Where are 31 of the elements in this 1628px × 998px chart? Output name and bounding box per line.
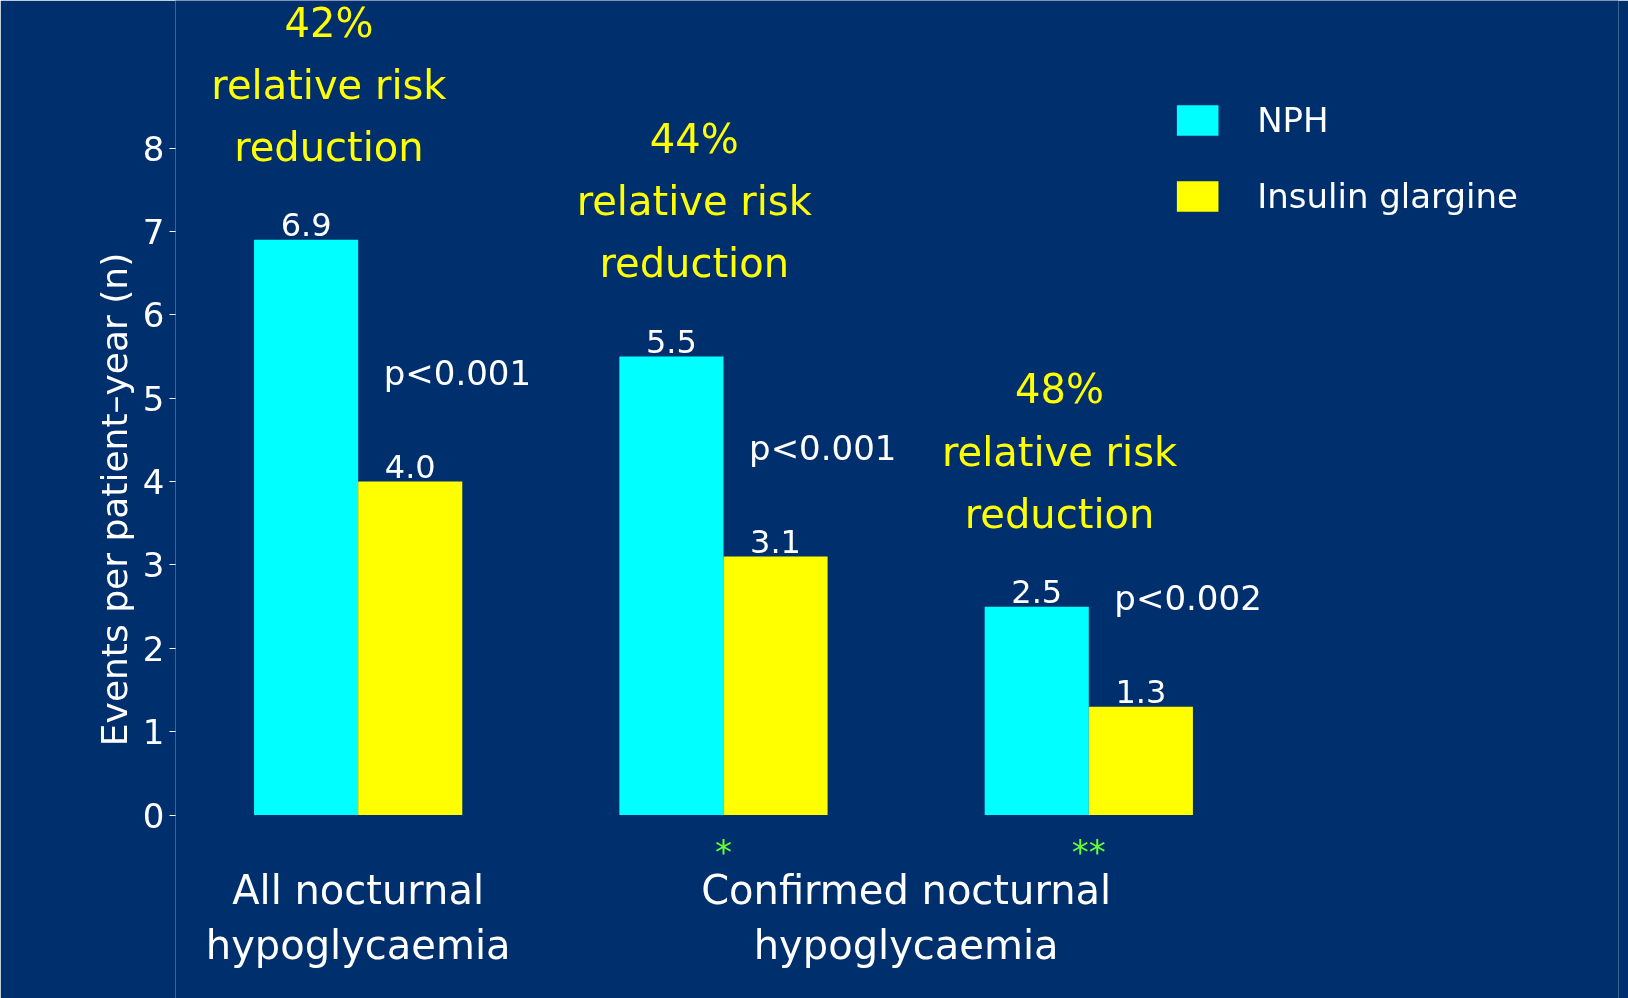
- y-tick-label: 0: [142, 795, 165, 836]
- annotation: p<0.002: [1114, 578, 1262, 619]
- y-tick-label: 6: [142, 295, 165, 336]
- bar: [358, 481, 463, 816]
- x-tick-label: All nocturnal hypoglycaemia: [205, 866, 511, 968]
- bar: [984, 606, 1089, 816]
- annotation: 48% relative risk reduction: [941, 366, 1178, 537]
- y-axis-title: Events per patient–year (n): [93, 252, 135, 747]
- data-label: 3.1: [750, 522, 801, 561]
- data-label: 1.3: [1115, 672, 1167, 711]
- y-tick-label: 3: [142, 545, 165, 586]
- annotation: 44% relative risk reduction: [576, 116, 813, 287]
- legend-label: Insulin glargine: [1257, 176, 1518, 216]
- data-label: 4.0: [384, 447, 436, 486]
- annotation: 42% relative risk reduction: [211, 0, 448, 170]
- data-label: 2.5: [1011, 572, 1063, 611]
- annotation: p<0.001: [383, 353, 532, 394]
- y-tick-label: 2: [142, 628, 165, 669]
- legend-label: NPH: [1257, 100, 1329, 140]
- y-tick-label: 1: [142, 712, 165, 753]
- bar: [723, 556, 828, 816]
- y-tick-label: 7: [142, 211, 165, 252]
- bar: [254, 239, 359, 816]
- data-label: 5.5: [645, 322, 697, 361]
- bar: [1088, 706, 1193, 816]
- y-tick-label: 8: [142, 128, 165, 169]
- y-tick-label: 5: [142, 378, 165, 419]
- bar: [619, 356, 724, 816]
- y-tick-label: 4: [142, 462, 165, 503]
- annotation: p<0.001: [749, 428, 897, 469]
- data-label: 6.9: [280, 205, 332, 244]
